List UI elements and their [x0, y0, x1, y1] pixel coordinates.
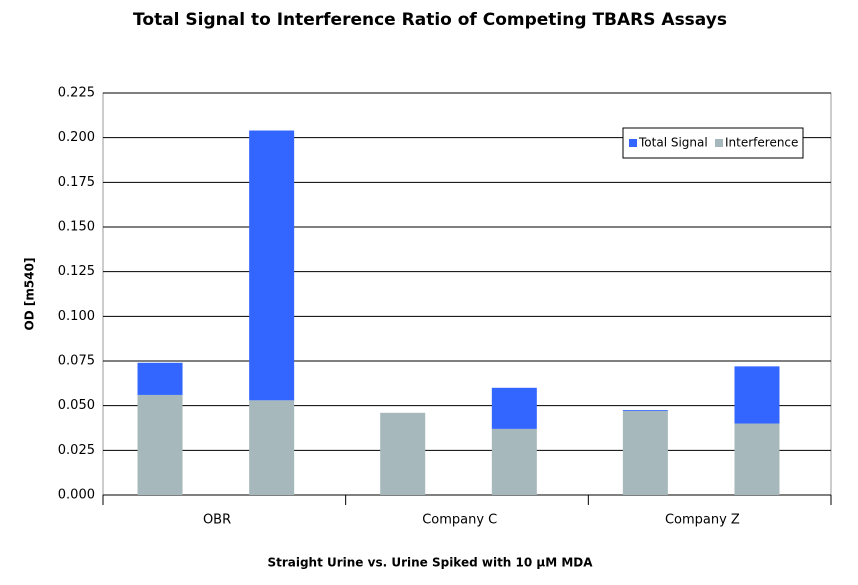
y-tick-label: 0.200	[58, 130, 95, 145]
legend-label: Total Signal	[638, 136, 708, 150]
y-tick-label: 0.100	[58, 309, 95, 324]
y-tick-label: 0.175	[58, 175, 95, 190]
x-tick-label: OBR	[203, 513, 231, 528]
x-tick-label: Company C	[422, 513, 497, 528]
y-tick-label: 0.050	[58, 398, 95, 413]
bar-segment	[622, 411, 668, 495]
legend-box	[622, 127, 804, 159]
y-tick-label: 0.225	[58, 86, 95, 101]
legend-swatch	[629, 139, 637, 147]
bar-segment	[249, 400, 295, 495]
y-axis-title: OD [m540]	[23, 258, 37, 331]
plot-area	[102, 92, 832, 496]
y-tick-label: 0.125	[58, 264, 95, 279]
bar-segment	[622, 410, 668, 412]
bar-segment	[137, 362, 183, 395]
bar-segment	[491, 387, 537, 429]
bar-segment	[734, 423, 780, 495]
bar-segment	[137, 394, 183, 495]
x-axis-title: Straight Urine vs. Urine Spiked with 10 …	[267, 556, 593, 570]
chart-title: Total Signal to Interference Ratio of Co…	[133, 10, 727, 30]
bar-segment	[249, 130, 295, 401]
y-tick-label: 0.150	[58, 220, 95, 235]
y-tick-label: 0.075	[58, 354, 95, 369]
legend-label: Interference	[725, 136, 798, 150]
y-tick-label: 0.025	[58, 443, 95, 458]
bar-segment	[380, 412, 426, 495]
bar-segment	[734, 366, 780, 424]
bar-segment	[491, 428, 537, 495]
y-tick-label: 0.000	[58, 488, 95, 503]
x-tick-label: Company Z	[665, 513, 740, 528]
legend-swatch	[715, 139, 723, 147]
